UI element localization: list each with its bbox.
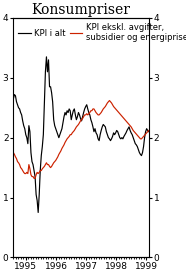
Title: Konsumpriser: Konsumpriser	[32, 3, 131, 17]
KPI ekskl. avgifter,
subsidier og energipriser	[55, 159, 57, 162]
KPI i alt	[147, 130, 150, 133]
KPI i alt	[12, 97, 15, 100]
KPI ekskl. avgifter,
subsidier og energipriser	[108, 99, 110, 102]
KPI ekskl. avgifter,
subsidier og energipriser	[12, 151, 15, 154]
KPI ekskl. avgifter,
subsidier og energipriser	[24, 172, 26, 175]
KPI i alt	[29, 130, 31, 133]
KPI i alt	[37, 211, 39, 214]
KPI ekskl. avgifter,
subsidier og energipriser	[124, 118, 126, 121]
KPI i alt	[56, 130, 58, 133]
Line: KPI i alt: KPI i alt	[13, 57, 149, 212]
Legend: KPI i alt, KPI ekskl. avgifter,
subsidier og energipriser: KPI i alt, KPI ekskl. avgifter, subsidie…	[17, 22, 186, 43]
Line: KPI ekskl. avgifter,
subsidier og energipriser: KPI ekskl. avgifter, subsidier og energi…	[13, 101, 149, 178]
KPI ekskl. avgifter,
subsidier og energipriser	[59, 151, 61, 154]
KPI ekskl. avgifter,
subsidier og energipriser	[147, 129, 150, 132]
KPI i alt	[124, 133, 126, 136]
KPI i alt	[45, 55, 48, 58]
KPI ekskl. avgifter,
subsidier og energipriser	[29, 167, 31, 170]
KPI i alt	[24, 127, 26, 130]
KPI ekskl. avgifter,
subsidier og energipriser	[33, 177, 35, 180]
KPI ekskl. avgifter,
subsidier og energipriser	[123, 117, 125, 120]
KPI i alt	[123, 135, 125, 138]
KPI i alt	[60, 130, 62, 133]
